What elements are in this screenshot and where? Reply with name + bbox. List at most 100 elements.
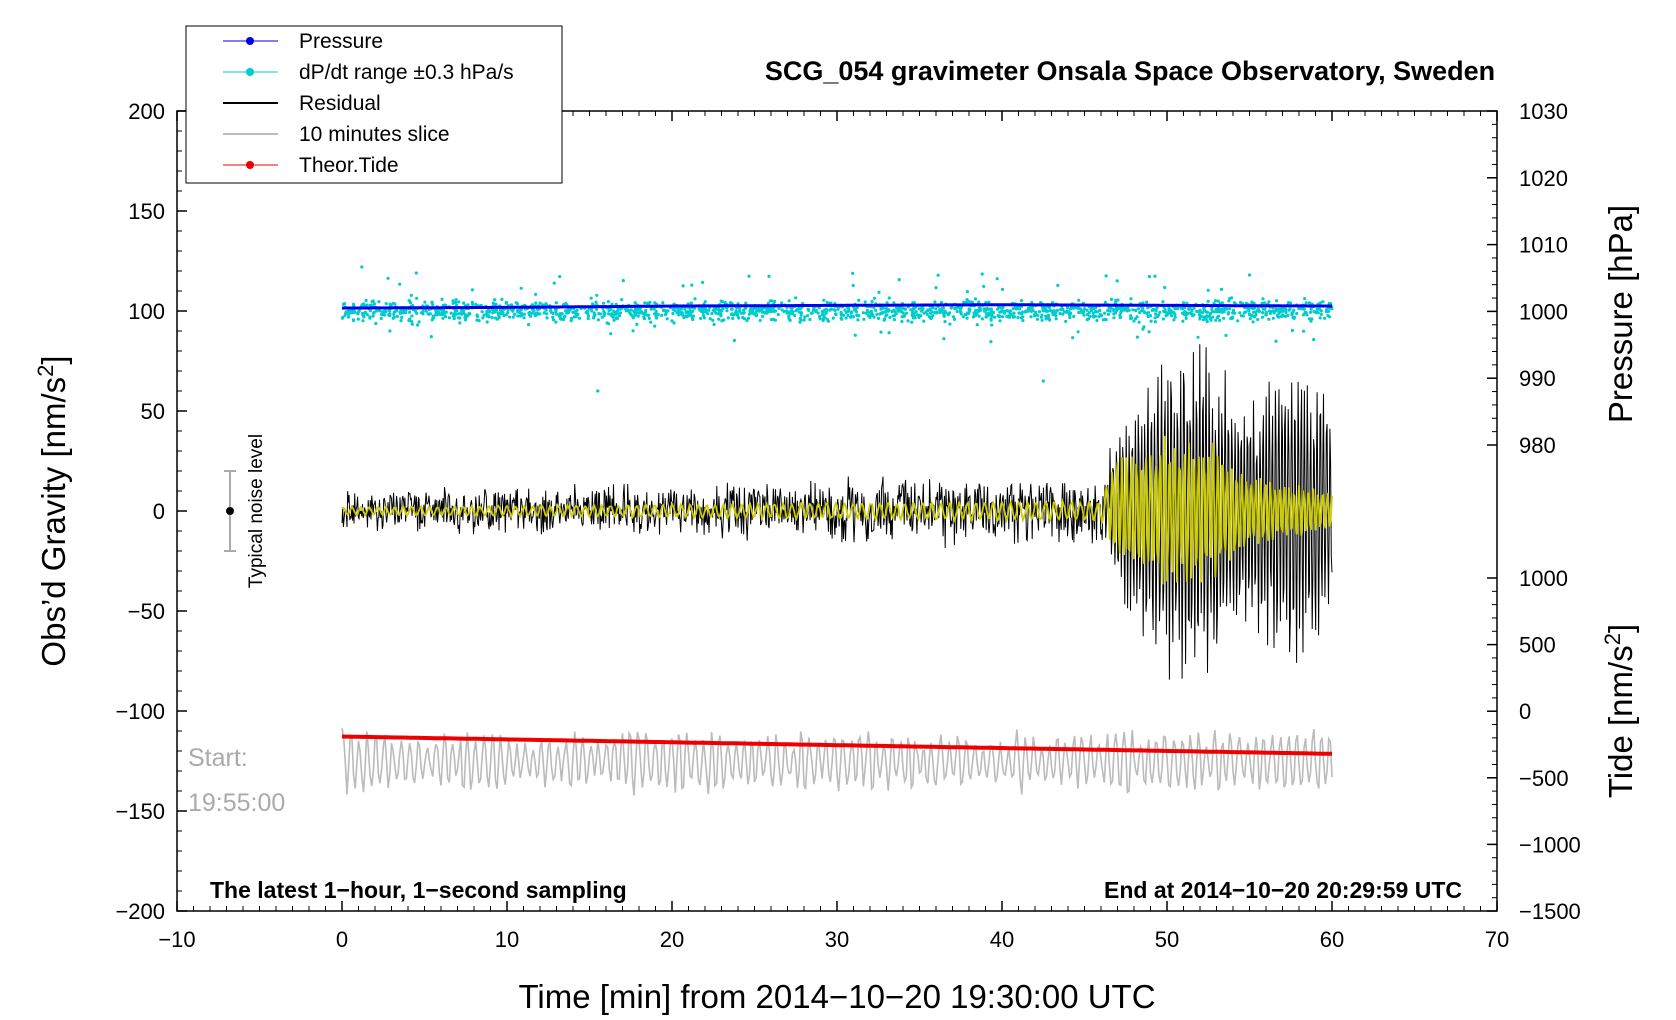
dpdt-point	[1037, 310, 1042, 314]
dpdt-point	[577, 316, 582, 320]
legend-label-dpdt: dP/dt range ±0.3 hPa/s	[299, 61, 514, 84]
dpdt-point	[1085, 308, 1089, 312]
dpdt-point	[554, 301, 559, 305]
dpdt-point	[856, 313, 861, 318]
dpdt-point	[1058, 311, 1062, 316]
dpdt-point	[551, 311, 555, 316]
dpdt-point	[649, 320, 653, 324]
pressure-tick-label: 980	[1519, 433, 1556, 458]
dpdt-point	[865, 308, 869, 312]
dpdt-point	[683, 307, 687, 311]
dpdt-point	[887, 296, 891, 300]
tide-axis-title: Tide [nm/s2]	[1600, 624, 1639, 798]
dpdt-point	[1147, 275, 1151, 279]
dpdt-point	[538, 301, 542, 305]
dpdt-point	[1218, 318, 1222, 322]
dpdt-point	[1315, 307, 1319, 311]
dpdt-point	[395, 314, 399, 318]
dpdt-point	[1098, 308, 1102, 313]
dpdt-point	[457, 312, 461, 316]
dpdt-point	[1321, 300, 1325, 304]
dpdt-point	[1209, 318, 1213, 322]
dpdt-point	[939, 300, 944, 305]
dpdt-point	[980, 272, 984, 276]
dpdt-point	[551, 318, 556, 322]
dpdt-point	[1103, 311, 1107, 315]
dpdt-point	[1267, 300, 1271, 304]
dpdt-point	[510, 308, 514, 312]
x-axis: −10 0 10 20 30 40 50 60 70	[158, 111, 1509, 952]
dpdt-point	[1300, 307, 1304, 311]
dpdt-point	[611, 315, 615, 319]
dpdt-point	[842, 313, 846, 317]
dpdt-point	[441, 316, 445, 320]
dpdt-point	[1095, 318, 1099, 323]
dpdt-point	[371, 314, 375, 318]
dpdt-point	[974, 308, 978, 312]
dpdt-point	[906, 319, 910, 323]
dpdt-point	[1009, 309, 1013, 313]
dpdt-point	[407, 299, 411, 303]
dpdt-point	[569, 319, 573, 323]
dpdt-point	[831, 316, 835, 320]
dpdt-point	[1292, 308, 1296, 312]
dpdt-point	[1076, 330, 1080, 334]
dpdt-point	[1094, 306, 1098, 310]
dpdt-point	[452, 317, 456, 321]
dpdt-point	[997, 315, 1001, 319]
dpdt-point	[1104, 274, 1108, 278]
dpdt-point	[685, 315, 689, 319]
dpdt-point	[684, 310, 688, 314]
dpdt-point	[387, 313, 391, 317]
dpdt-point	[477, 319, 481, 323]
dpdt-point	[544, 308, 548, 312]
dpdt-point	[1000, 287, 1005, 291]
dpdt-point	[572, 315, 576, 319]
dpdt-point	[901, 311, 905, 315]
dpdt-point	[423, 300, 427, 304]
dpdt-point	[869, 311, 874, 315]
dpdt-point	[507, 315, 512, 319]
dpdt-point	[799, 311, 804, 315]
dpdt-point	[747, 274, 751, 278]
dpdt-point	[419, 311, 423, 315]
dpdt-point	[1246, 306, 1250, 310]
dpdt-point	[558, 275, 562, 279]
dpdt-point	[1103, 317, 1107, 322]
dpdt-point	[647, 316, 651, 320]
dpdt-point	[965, 311, 970, 315]
dpdt-point	[989, 340, 993, 344]
dpdt-point	[1309, 319, 1313, 323]
dpdt-point	[1005, 314, 1009, 319]
dpdt-point	[1202, 315, 1206, 319]
dpdt-point	[877, 290, 881, 294]
dpdt-point	[552, 281, 556, 285]
dpdt-point	[1251, 310, 1256, 314]
dpdt-point	[431, 303, 435, 307]
dpdt-point	[936, 273, 940, 277]
dpdt-point	[1253, 315, 1257, 319]
dpdt-point	[1181, 307, 1185, 311]
dpdt-point	[933, 300, 937, 304]
dpdt-point	[1129, 314, 1133, 318]
dpdt-point	[1213, 299, 1218, 303]
dpdt-point	[509, 303, 514, 307]
dpdt-point	[1081, 310, 1085, 315]
dpdt-point	[1200, 311, 1205, 315]
dpdt-point	[620, 298, 624, 302]
dpdt-point	[398, 311, 402, 315]
dpdt-point	[511, 315, 515, 319]
dpdt-point	[502, 313, 506, 318]
dpdt-point	[591, 302, 595, 306]
dpdt-point	[951, 315, 956, 319]
dpdt-point	[545, 316, 549, 320]
dpdt-point	[737, 309, 742, 313]
dpdt-point	[463, 315, 467, 319]
dpdt-point	[737, 316, 741, 320]
dpdt-point	[470, 288, 474, 292]
dpdt-point	[900, 319, 904, 324]
dpdt-point	[486, 308, 490, 312]
dpdt-point	[1307, 317, 1311, 321]
dpdt-point	[1214, 318, 1218, 322]
series-pressure-line	[341, 303, 1333, 310]
